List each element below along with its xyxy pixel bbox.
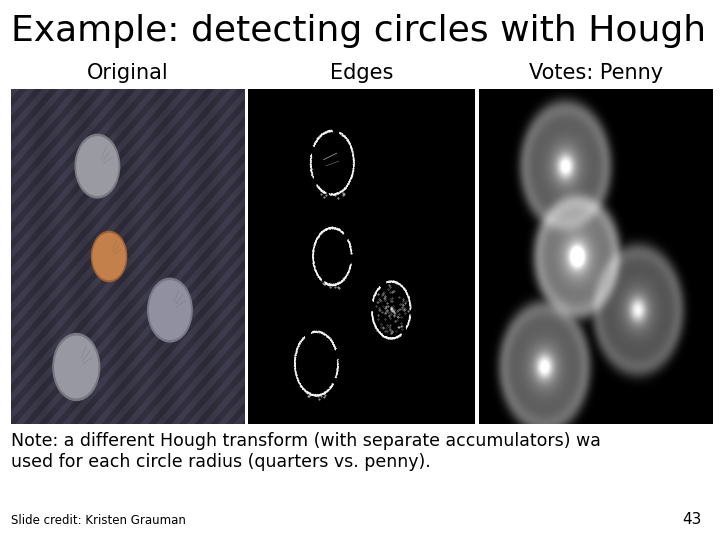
Text: Votes: Penny: Votes: Penny bbox=[528, 63, 663, 83]
Text: Slide credit: Kristen Grauman: Slide credit: Kristen Grauman bbox=[11, 514, 186, 526]
Text: Example: detecting circles with Hough: Example: detecting circles with Hough bbox=[11, 14, 706, 48]
Circle shape bbox=[150, 281, 190, 339]
Circle shape bbox=[93, 233, 125, 280]
Circle shape bbox=[148, 278, 192, 342]
Text: Edges: Edges bbox=[330, 63, 394, 83]
Circle shape bbox=[55, 336, 98, 398]
Circle shape bbox=[77, 137, 118, 195]
Circle shape bbox=[75, 134, 120, 198]
Text: Note: a different Hough transform (with separate accumulators) wa
used for each : Note: a different Hough transform (with … bbox=[11, 432, 600, 471]
Text: Original: Original bbox=[87, 63, 168, 83]
Circle shape bbox=[91, 231, 127, 282]
Circle shape bbox=[53, 334, 99, 401]
Text: 43: 43 bbox=[683, 511, 702, 526]
